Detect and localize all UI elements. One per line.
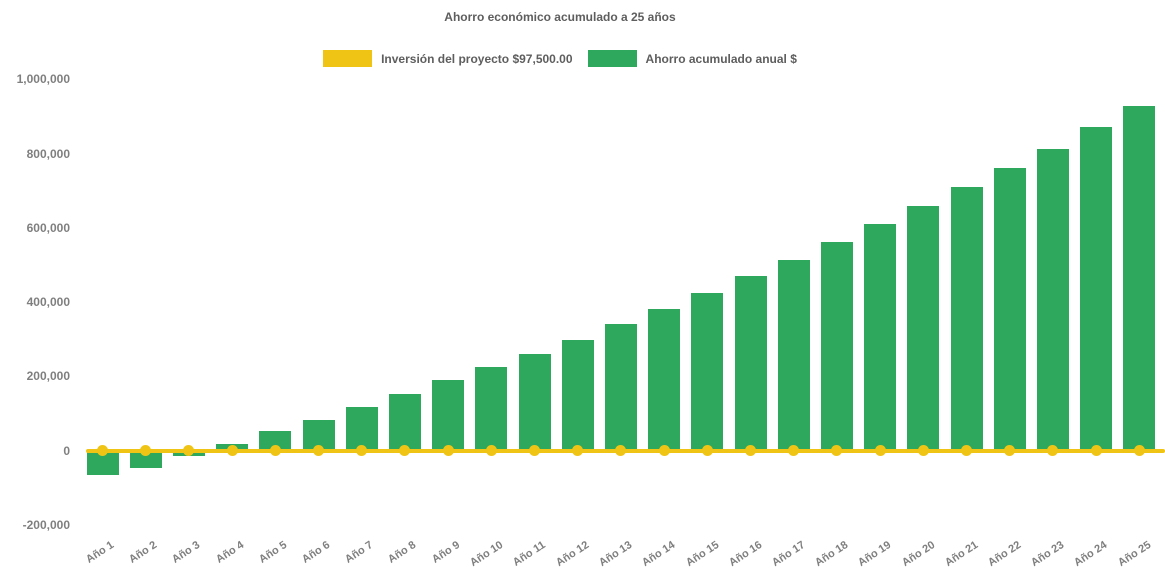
x-axis-label: Año 21 (942, 539, 981, 570)
bar-año-23 (1036, 148, 1069, 451)
investment-line-marker (917, 445, 929, 456)
y-axis: 1,000,000 800,000 600,000 400,000 200,000 0 -2… (0, 0, 70, 582)
x-axis-label: Año 5 (256, 539, 289, 566)
y-axis-tick-label: 1,000,000 (16, 72, 70, 87)
bar-año-22 (993, 168, 1026, 451)
y-axis-tick-label: 0 (63, 443, 70, 458)
x-axis-label: Año 6 (299, 539, 333, 566)
investment-line-marker (485, 445, 497, 456)
bar-año-10 (475, 367, 508, 451)
investment-line-marker (572, 445, 584, 456)
investment-line-marker (1090, 445, 1102, 456)
x-axis-label: Año 18 (813, 539, 851, 570)
x-axis-label: Año 25 (1115, 539, 1153, 570)
x-axis-label: Año 12 (553, 539, 592, 570)
bar-año-20 (907, 206, 940, 451)
bar-año-16 (734, 276, 767, 451)
x-axis-label: Año 23 (1029, 539, 1067, 570)
x-axis-label: Año 3 (170, 539, 203, 566)
investment-line-marker (529, 445, 540, 456)
investment-line-marker (226, 445, 238, 456)
x-axis-label: Año 17 (769, 539, 808, 570)
bar-año-9 (432, 379, 465, 451)
bar-año-19 (864, 223, 897, 451)
bar-año-5 (259, 431, 292, 451)
x-axis-label: Año 19 (856, 539, 894, 570)
y-axis-tick-label: -200,000 (22, 517, 70, 532)
bar-año-15 (691, 293, 724, 451)
x-axis-label: Año 2 (127, 539, 160, 566)
investment-line-marker (442, 445, 454, 456)
y-axis-tick-label: 400,000 (26, 295, 70, 310)
legend-item-ahorro: Ahorro acumulado anual $ (587, 50, 797, 67)
bar-año-12 (561, 339, 594, 451)
investment-line-marker (658, 445, 670, 456)
x-axis-label: Año 22 (985, 539, 1024, 570)
investment-line-marker (874, 445, 886, 456)
investment-line-marker (831, 445, 843, 456)
investment-line-marker (313, 445, 324, 456)
x-axis-label: Año 13 (597, 539, 635, 570)
bar-año-7 (345, 407, 378, 451)
investment-line-marker (1004, 445, 1016, 456)
legend-swatch-ahorro (587, 50, 637, 67)
legend: Inversión del proyecto $97,500.00 Ahorro… (0, 50, 1120, 67)
investment-line-marker (97, 445, 108, 456)
bar-año-8 (388, 394, 421, 451)
x-axis-label: Año 1 (83, 539, 117, 566)
legend-item-inversion: Inversión del proyecto $97,500.00 (323, 50, 573, 67)
y-axis-tick-label: 800,000 (26, 146, 70, 161)
investment-line-marker (399, 445, 411, 456)
investment-line-marker (745, 445, 756, 456)
y-axis-tick-label: 600,000 (26, 220, 70, 235)
x-axis-label: Año 4 (213, 539, 246, 566)
x-axis-label: Año 24 (1072, 539, 1110, 570)
bar-año-14 (648, 309, 681, 451)
x-axis-label: Año 20 (899, 539, 937, 570)
bar-año-18 (820, 241, 853, 451)
bar-año-11 (518, 353, 551, 451)
bar-año-21 (950, 187, 983, 451)
investment-line-marker (615, 445, 627, 456)
x-axis-label: Año 10 (467, 539, 505, 570)
x-axis-label: Año 15 (683, 539, 721, 570)
investment-line-marker (701, 445, 713, 456)
legend-swatch-inversion (323, 50, 373, 67)
bar-año-17 (777, 259, 810, 451)
investment-line-marker (356, 445, 368, 456)
x-axis-label: Año 14 (640, 539, 678, 570)
investment-line-marker (183, 445, 195, 456)
investment-line-marker (1047, 445, 1059, 456)
investment-line-marker (788, 445, 800, 456)
x-axis-label: Año 11 (511, 539, 549, 569)
investment-line-marker (961, 445, 972, 456)
chart-title: Ahorro económico acumulado a 25 años (444, 10, 676, 24)
investment-line-marker (1133, 445, 1145, 456)
legend-label-ahorro: Ahorro acumulado anual $ (645, 51, 797, 66)
chart-header: Ahorro económico acumulado a 25 años Inv… (0, 0, 1120, 67)
bar-año-2 (129, 450, 162, 468)
bar-año-25 (1123, 106, 1156, 451)
investment-line-marker (140, 445, 152, 456)
legend-label-inversion: Inversión del proyecto $97,500.00 (381, 51, 573, 66)
investment-line-marker (269, 445, 281, 456)
x-axis-label: Año 16 (726, 539, 765, 570)
y-axis-tick-label: 200,000 (26, 369, 70, 384)
bar-año-24 (1080, 126, 1113, 451)
x-axis-label: Año 8 (386, 539, 419, 566)
bar-año-13 (604, 323, 637, 451)
x-axis-label: Año 9 (429, 539, 462, 566)
x-axis-label: Año 7 (343, 539, 376, 566)
plot-area: Año 1 Año 2 Año 3 Año 4 Año 5 Año 6 Año 7 Año 8… (81, 0, 1165, 582)
